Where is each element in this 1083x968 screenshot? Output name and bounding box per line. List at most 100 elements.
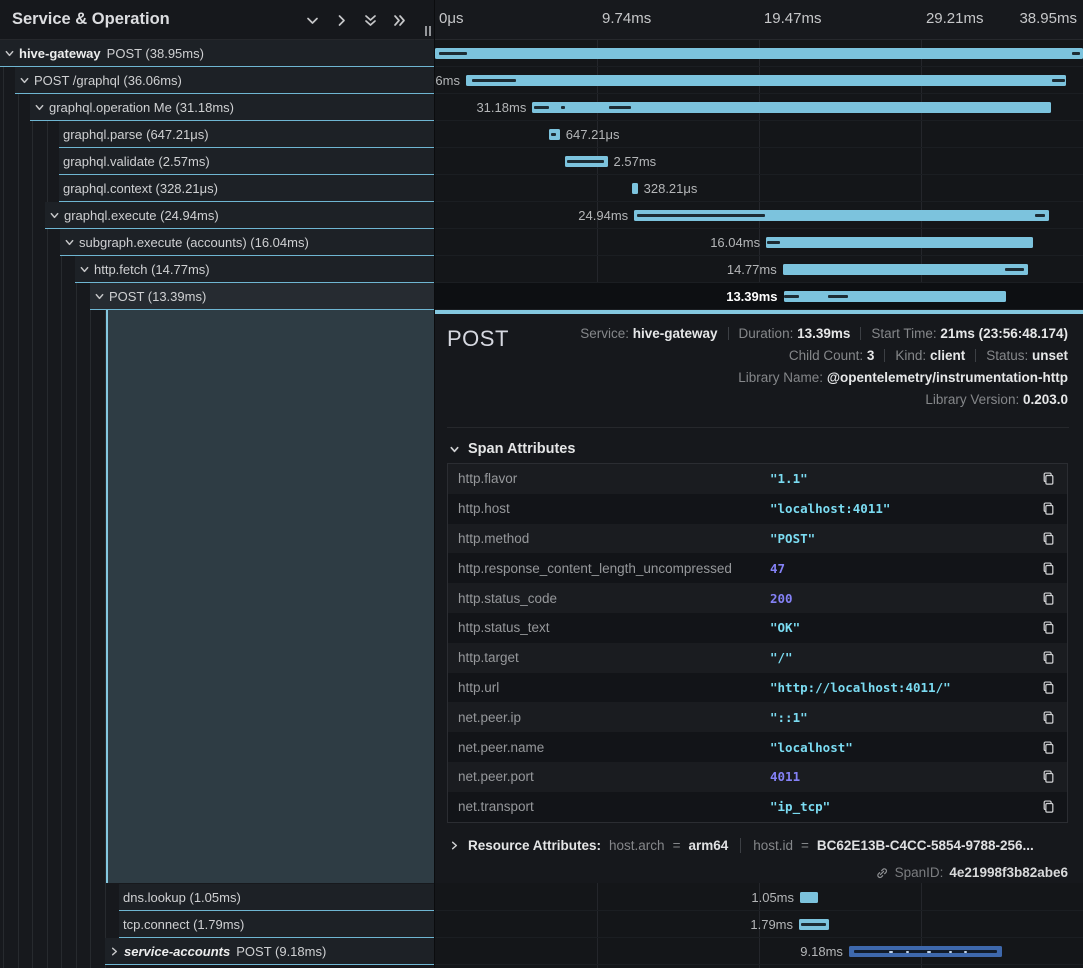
copy-icon[interactable] [1029,710,1067,725]
chevron-down-icon[interactable] [49,210,60,221]
span-tree-row[interactable]: http.fetch (14.77ms) [75,256,434,283]
chevron-right-icon[interactable] [333,12,349,28]
span-attributes-title: Span Attributes [468,441,576,457]
span-tree-row[interactable]: POST /graphql (36.06ms) [15,67,434,94]
attribute-key: net.peer.name [458,739,545,755]
service-operation-title: Service & Operation [12,10,170,28]
attribute-row: http.response_content_length_uncompresse… [448,553,1067,584]
span-tree-row[interactable]: POST (13.39ms) [90,283,434,310]
span-tree-row[interactable]: subgraph.execute (accounts) (16.04ms) [60,229,434,256]
span-duration-bar[interactable] [782,264,1029,275]
link-icon[interactable] [875,866,889,880]
resource-value: BC62E13B-C4CC-5854-9788-256... [816,838,1034,853]
attribute-row: http.target "/" [448,642,1067,673]
span-tree-row[interactable]: graphql.parse (647.21μs) [59,121,434,148]
child-span-mark [767,241,781,244]
event-mark [889,950,894,953]
span-duration-bar[interactable] [766,237,1033,248]
chevron-right-icon[interactable] [109,946,120,957]
chevron-down-icon[interactable] [34,102,45,113]
resource-attributes-row[interactable]: Resource Attributes: host.arch = arm64 host.… [449,838,1073,853]
span-tree-row[interactable]: graphql.execute (24.94ms) [45,202,434,229]
attribute-key: http.method [458,530,530,546]
span-attributes-toggle[interactable]: Span Attributes [449,441,575,457]
span-bar-row: 38.95ms [435,40,1083,67]
copy-icon[interactable] [1029,799,1067,814]
bar-duration-label: 9.18ms [800,944,843,959]
span-tree-row[interactable]: graphql.context (328.21μs) [59,175,434,202]
axis-tick-label: 0μs [439,10,464,27]
timeline-pane: 38.95ms 36.06ms 31.18ms 647.21μs 2.57ms 328.2… [435,0,1083,968]
chevron-down-icon[interactable] [4,48,15,59]
attribute-row: http.status_code 200 [448,583,1067,613]
attribute-key: net.peer.port [458,769,534,785]
axis-tick-label: 29.21ms [925,10,984,27]
span-duration-bar[interactable] [848,946,1002,957]
span-detail-left-fill [106,310,434,883]
span-tree-row[interactable]: service-accounts POST (9.18ms) [105,938,434,965]
chevron-down-icon[interactable] [64,237,75,248]
span-overview: Service: hive-gateway Duration: 13.39ms St… [580,323,1068,411]
attribute-row: net.peer.name "localhost" [448,732,1067,762]
span-id-value: 4e21998f3b82abe6 [949,865,1068,880]
attribute-row: http.host "localhost:4011" [448,493,1067,524]
span-tree-row[interactable]: graphql.validate (2.57ms) [59,148,434,175]
span-duration-bar[interactable] [549,129,560,140]
span-duration-bar[interactable] [465,75,1066,86]
attribute-value: "localhost:4011" [770,501,891,517]
attribute-row: http.status_text "OK" [448,612,1067,643]
span-duration-bar[interactable] [634,210,1049,221]
span-tree-pane: hive-gateway POST (38.95ms) POST /graphql … [0,0,435,968]
equals-sign: = [801,838,809,853]
copy-icon[interactable] [1029,620,1067,635]
indent-guide [32,40,33,968]
span-bar-row: 1.05ms [435,884,1083,911]
span-duration-bar[interactable] [799,919,829,930]
span-duration-bar[interactable] [632,183,638,194]
copy-icon[interactable] [1029,740,1067,755]
span-name-label: graphql.operation Me (31.18ms) [49,99,234,115]
chevron-down-icon[interactable] [79,264,90,275]
chevron-down-icon[interactable] [19,75,30,86]
double-chevron-down-icon[interactable] [362,12,378,28]
divider [727,327,729,340]
chevron-down-icon[interactable] [94,291,105,302]
span-tree-row[interactable]: dns.lookup (1.05ms) [119,884,434,911]
copy-icon[interactable] [1029,501,1067,516]
attribute-key: http.status_code [458,590,558,606]
copy-icon[interactable] [1029,680,1067,695]
attribute-value: "localhost" [770,739,853,755]
event-mark [949,950,953,953]
copy-icon[interactable] [1029,591,1067,606]
span-duration-bar[interactable] [564,156,608,167]
span-name-label: graphql.execute (24.94ms) [64,207,219,223]
span-tree-row[interactable]: graphql.operation Me (31.18ms) [30,94,434,121]
span-duration-bar[interactable] [435,48,1083,59]
copy-icon[interactable] [1029,531,1067,546]
copy-icon[interactable] [1029,650,1067,665]
attribute-row: net.peer.ip "::1" [448,702,1067,733]
copy-icon[interactable] [1029,769,1067,784]
indent-guide [75,40,77,968]
pane-resize-handle[interactable] [425,26,431,36]
bar-duration-label: 16.04ms [710,235,761,250]
indent-guide [61,40,62,968]
bar-duration-label: 13.39ms [726,289,778,304]
attribute-row: net.transport "ip_tcp" [448,791,1067,822]
span-name-label: hive-gateway POST (38.95ms) [19,45,204,61]
bar-duration-label: 647.21μs [565,127,620,142]
resource-attributes-title: Resource Attributes: [468,838,602,853]
span-duration-bar[interactable] [800,892,818,903]
attribute-row: http.method "POST" [448,523,1067,554]
bar-duration-label: 31.18ms [476,100,527,115]
span-tree-row[interactable]: tcp.connect (1.79ms) [119,911,434,938]
overview-label: Child Count: [788,348,867,363]
copy-icon[interactable] [1029,561,1067,576]
span-duration-bar[interactable] [532,102,1051,113]
timeline-axis[interactable]: 0μs 9.74ms 19.47ms 29.21ms 38.95ms [435,0,1083,40]
span-duration-bar[interactable] [783,291,1007,302]
chevron-down-icon[interactable] [304,12,320,28]
span-tree-row[interactable]: hive-gateway POST (38.95ms) [0,40,434,67]
copy-icon[interactable] [1029,471,1067,486]
double-chevron-right-icon[interactable] [391,12,407,28]
